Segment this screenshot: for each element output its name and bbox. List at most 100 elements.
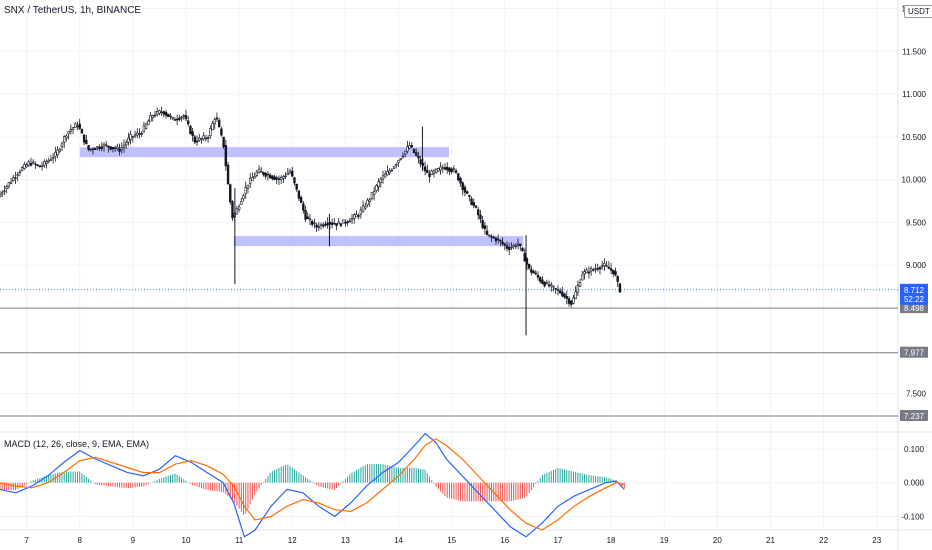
candle-body bbox=[98, 146, 101, 149]
candle-body bbox=[578, 282, 582, 287]
candle-body bbox=[94, 148, 97, 150]
candle-body bbox=[240, 201, 243, 205]
candle-body bbox=[158, 110, 161, 114]
candle-body bbox=[313, 222, 316, 224]
candle-body bbox=[12, 177, 15, 182]
currency-button[interactable]: USDT bbox=[904, 5, 932, 18]
candle-body bbox=[350, 217, 354, 221]
candle-body bbox=[124, 142, 128, 146]
last-price-box bbox=[900, 283, 928, 305]
time-tick-label: 11 bbox=[235, 536, 244, 545]
candle-body bbox=[519, 243, 522, 247]
candle-body bbox=[175, 118, 179, 121]
candle-body bbox=[589, 268, 593, 272]
candle-body bbox=[550, 284, 553, 287]
candle-body bbox=[56, 149, 59, 155]
candle-body bbox=[603, 263, 606, 267]
candle-body bbox=[284, 175, 287, 178]
candle-body bbox=[34, 163, 37, 166]
candle-body bbox=[195, 140, 199, 143]
candle-body bbox=[594, 268, 597, 270]
candle-body bbox=[151, 115, 154, 118]
candle-body bbox=[47, 159, 50, 163]
candle-body bbox=[71, 127, 75, 130]
symbol-title: SNX / TetherUS, 1h, BINANCE bbox=[4, 5, 142, 16]
candle-body bbox=[470, 198, 473, 205]
candle-body bbox=[379, 178, 383, 184]
candle-body bbox=[607, 266, 611, 269]
candle-body bbox=[220, 128, 223, 136]
candle-body bbox=[587, 271, 591, 274]
candle-body bbox=[474, 205, 478, 208]
candle-body bbox=[111, 146, 115, 150]
candle-body bbox=[78, 123, 81, 129]
candle-body bbox=[231, 201, 234, 219]
candle-body bbox=[251, 177, 254, 182]
candle-body bbox=[585, 269, 588, 274]
candle-body bbox=[69, 129, 73, 132]
candle-body bbox=[485, 230, 489, 235]
candle-body bbox=[167, 113, 170, 118]
candle-body bbox=[164, 111, 168, 116]
candle-body bbox=[552, 285, 555, 288]
macd-tick-label: 0.100 bbox=[904, 445, 925, 454]
candle-body bbox=[348, 220, 352, 223]
price-tick-label: 9.500 bbox=[906, 218, 927, 227]
candle-body bbox=[516, 243, 520, 246]
time-tick-label: 7 bbox=[24, 536, 29, 545]
candle-body bbox=[505, 245, 509, 249]
candle-body bbox=[319, 224, 323, 227]
candle-body bbox=[618, 283, 622, 293]
candle-body bbox=[434, 168, 438, 173]
candle-body bbox=[202, 135, 205, 140]
candle-body bbox=[51, 157, 55, 159]
candle-body bbox=[80, 129, 84, 134]
candle-body bbox=[264, 172, 267, 177]
candle-body bbox=[399, 158, 402, 160]
candle-body bbox=[523, 253, 526, 262]
candle-body bbox=[539, 277, 542, 282]
time-tick-label: 15 bbox=[447, 536, 456, 545]
candle-body bbox=[315, 224, 318, 228]
candle-body bbox=[182, 115, 185, 117]
candle-body bbox=[583, 271, 586, 275]
last-price-label: 8.712 bbox=[904, 286, 925, 295]
candle-body bbox=[472, 202, 475, 206]
candle-body bbox=[612, 269, 615, 274]
candle-body bbox=[488, 234, 491, 237]
candle-body bbox=[288, 170, 292, 174]
candle-body bbox=[122, 144, 126, 148]
candle-body bbox=[60, 143, 64, 148]
candle-body bbox=[576, 285, 580, 293]
macd-tick-label: -0.100 bbox=[901, 512, 924, 521]
candle-body bbox=[490, 236, 493, 238]
candle-body bbox=[109, 146, 112, 150]
macd-title: MACD (12, 26, close, 9, EMA, EMA) bbox=[4, 439, 150, 449]
candle-body bbox=[310, 221, 314, 225]
candle-body bbox=[255, 171, 259, 176]
candle-body bbox=[521, 247, 524, 252]
candle-body bbox=[211, 122, 214, 131]
candle-body bbox=[29, 162, 33, 166]
candle-body bbox=[200, 138, 203, 140]
candle-body bbox=[446, 166, 449, 171]
candle-body bbox=[253, 176, 256, 179]
candle-body bbox=[180, 116, 183, 119]
candle-body bbox=[286, 172, 290, 175]
candle-body bbox=[147, 120, 150, 126]
candle-body bbox=[536, 274, 540, 278]
candle-body bbox=[63, 136, 66, 143]
candle-body bbox=[341, 219, 345, 224]
macd-line bbox=[0, 432, 625, 538]
candle-body bbox=[541, 279, 544, 284]
candle-body bbox=[322, 224, 325, 227]
candle-body bbox=[481, 219, 484, 228]
candle-body bbox=[5, 186, 8, 190]
candle-body bbox=[136, 132, 139, 136]
candle-body bbox=[0, 193, 2, 198]
candle-body bbox=[65, 135, 68, 139]
candle-body bbox=[54, 151, 57, 157]
candle-body bbox=[25, 164, 28, 168]
candle-body bbox=[477, 209, 480, 216]
